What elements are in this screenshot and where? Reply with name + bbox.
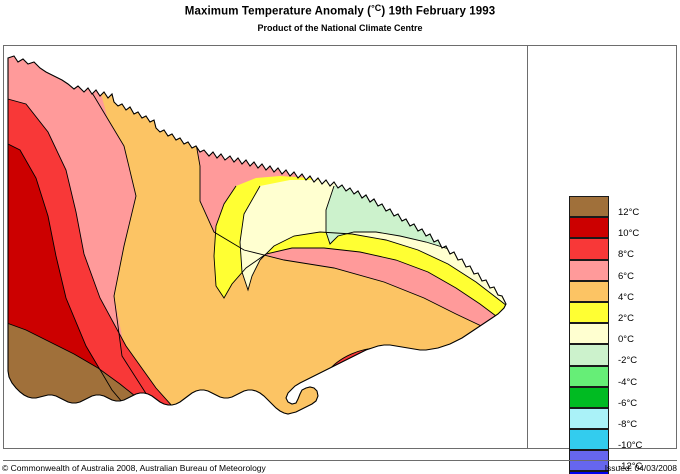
degree-unit-icon: °C xyxy=(371,3,382,13)
legend-item: 0°C xyxy=(569,323,669,346)
title-block: Maximum Temperature Anomaly (°C) 19th Fe… xyxy=(0,3,680,33)
legend-item: -8°C xyxy=(569,407,669,430)
legend-label: 4°C xyxy=(618,291,634,303)
legend-label: -10°C xyxy=(618,440,643,452)
legend-swatch-cyan xyxy=(569,429,609,451)
legend-label: 10°C xyxy=(618,228,640,240)
legend-swatch-pale-cyan xyxy=(569,407,609,430)
legend-item: -10°C xyxy=(569,429,669,452)
legend-swatch-light-green xyxy=(569,365,609,387)
legend-label: -6°C xyxy=(618,397,638,409)
legend-swatch-pink xyxy=(569,259,609,281)
band-0C xyxy=(240,180,506,322)
map-frame: 12°C 10°C 8°C 6°C 4°C 2°C xyxy=(3,45,677,474)
legend-label: -2°C xyxy=(618,355,638,367)
legend-swatch-orange xyxy=(569,280,609,302)
legend-item: -2°C xyxy=(569,344,669,367)
legend-label: 0°C xyxy=(618,334,634,346)
copyright-notice: © Commonwealth of Australia 2008, Austra… xyxy=(2,463,266,473)
panel-divider xyxy=(527,46,528,448)
legend-swatch-dark-red xyxy=(569,217,609,239)
legend-item: 10°C xyxy=(569,217,669,240)
legend-item: 6°C xyxy=(569,259,669,282)
band-12C xyxy=(8,322,176,414)
page-title: Maximum Temperature Anomaly (°C) 19th Fe… xyxy=(0,3,680,17)
legend-swatch-brown xyxy=(569,196,609,218)
legend-swatch-green xyxy=(569,386,609,408)
issued-date: Issued: 04/03/2008 xyxy=(604,463,677,473)
legend-item: 12°C xyxy=(569,196,669,218)
legend-item: 4°C xyxy=(569,280,669,303)
footer-divider xyxy=(3,460,677,461)
victoria-anomaly-contours xyxy=(7,55,507,415)
legend-swatch-red xyxy=(569,238,609,260)
legend-label: -4°C xyxy=(618,376,638,388)
legend-label: 12°C xyxy=(618,207,640,218)
page-title-prefix: Maximum Temperature Anomaly ( xyxy=(184,5,372,18)
legend-swatch-pale-green xyxy=(569,344,609,366)
map-canvas[interactable] xyxy=(4,46,527,448)
victoria-outline xyxy=(7,55,507,415)
legend-swatch-yellow xyxy=(569,301,609,324)
legend-item: -6°C xyxy=(569,386,669,409)
legend: 12°C 10°C 8°C 6°C 4°C 2°C xyxy=(569,196,669,474)
legend-item: -4°C xyxy=(569,365,669,388)
legend-swatch-cream xyxy=(569,323,609,345)
legend-label: -12°C xyxy=(618,461,643,473)
band-4C xyxy=(62,56,506,414)
band-2C-east-tip xyxy=(474,334,506,362)
legend-item: 8°C xyxy=(569,238,669,261)
legend-swatch-blue xyxy=(569,471,609,474)
legend-label: 2°C xyxy=(618,312,634,324)
legend-item: 2°C xyxy=(569,301,669,324)
legend-label: 6°C xyxy=(618,270,634,282)
legend-label: -8°C xyxy=(618,418,638,430)
page-subtitle: Product of the National Climate Centre xyxy=(257,23,423,34)
page-title-suffix: ) 19th February 1993 xyxy=(381,5,496,18)
legend-item xyxy=(569,471,669,474)
legend-label: 8°C xyxy=(618,249,634,261)
